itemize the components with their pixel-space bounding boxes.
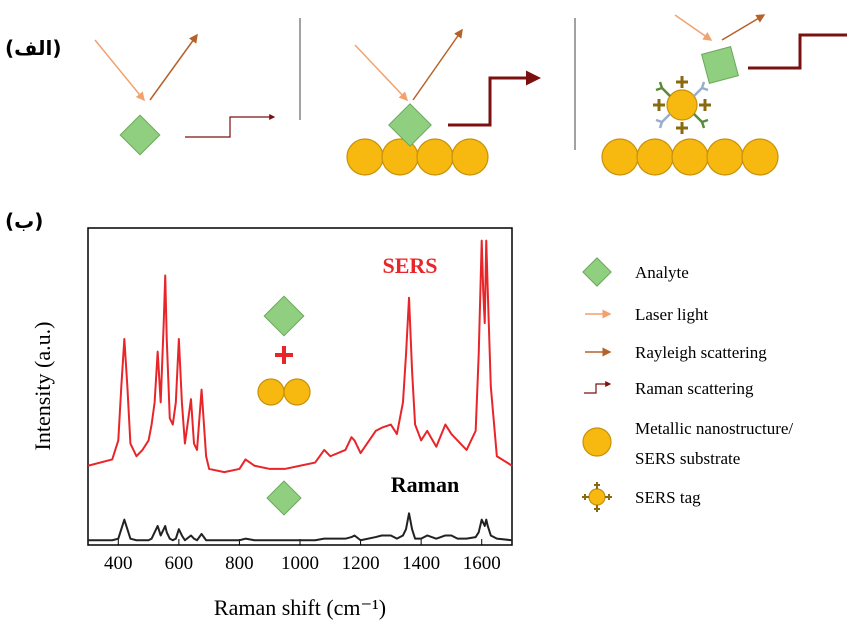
x-tick-label: 800 [225,553,254,574]
nanoparticle [347,139,383,175]
x-tick-label: 400 [104,553,133,574]
series-line [88,241,512,472]
legend-icon [583,428,611,456]
nanoparticle [452,139,488,175]
legend-label: Laser light [635,305,708,324]
x-tick-label: 600 [165,553,194,574]
series-line [88,513,512,540]
nanoparticle [672,139,708,175]
legend-label: Metallic nanostructure/ [635,419,793,438]
raman-step [448,78,538,125]
annotation: SERS [382,253,437,278]
legend-label: Rayleigh scattering [635,343,767,362]
plot: SERS Raman Raman shift (cm⁻¹) Intensity … [30,228,512,620]
legend-label: Analyte [635,263,689,282]
legend-label: Raman scattering [635,379,754,398]
rayleigh-arrow [413,30,462,100]
analyte-icon [267,481,301,515]
nanoparticle-icon [258,379,284,405]
panel-label: (ب) [5,209,43,233]
nanoparticle [602,139,638,175]
y-axis-label: Intensity (a.u.) [30,322,55,451]
nanoparticle [742,139,778,175]
rayleigh-arrow [150,35,197,100]
diagram: (الف) [5,15,847,175]
sers-tag [653,76,711,134]
legend-icon [583,258,611,286]
nanoparticle [637,139,673,175]
raman-step [748,35,847,68]
legend-label: SERS substrate [635,449,740,468]
laser-arrow [95,40,144,100]
laser-arrow [675,15,711,40]
nanoparticle-icon [284,379,310,405]
figure: (الف) (ب) SERS Raman Raman shift (cm⁻¹) … [0,0,849,628]
rayleigh-arrow [722,15,764,40]
x-axis-label: Raman shift (cm⁻¹) [214,595,386,620]
analyte-icon [264,296,304,336]
legend: Analyte Laser light Rayleigh scattering Ram… [582,258,793,512]
panel-label: (الف) [5,36,61,60]
plus-icon [275,346,293,364]
analyte [120,115,160,155]
x-tick-label: 1400 [402,553,440,574]
annotation: Raman [391,472,459,497]
x-tick-label: 1000 [281,553,319,574]
nanoparticle [382,139,418,175]
legend-label: SERS tag [635,488,701,507]
analyte [702,47,739,84]
nanoparticle [707,139,743,175]
legend-icon [582,482,612,512]
raman-step [185,117,274,137]
nanoparticle [417,139,453,175]
laser-arrow [355,45,407,100]
legend-icon [584,384,610,393]
x-tick-label: 1600 [463,553,501,574]
x-tick-label: 1200 [342,553,380,574]
